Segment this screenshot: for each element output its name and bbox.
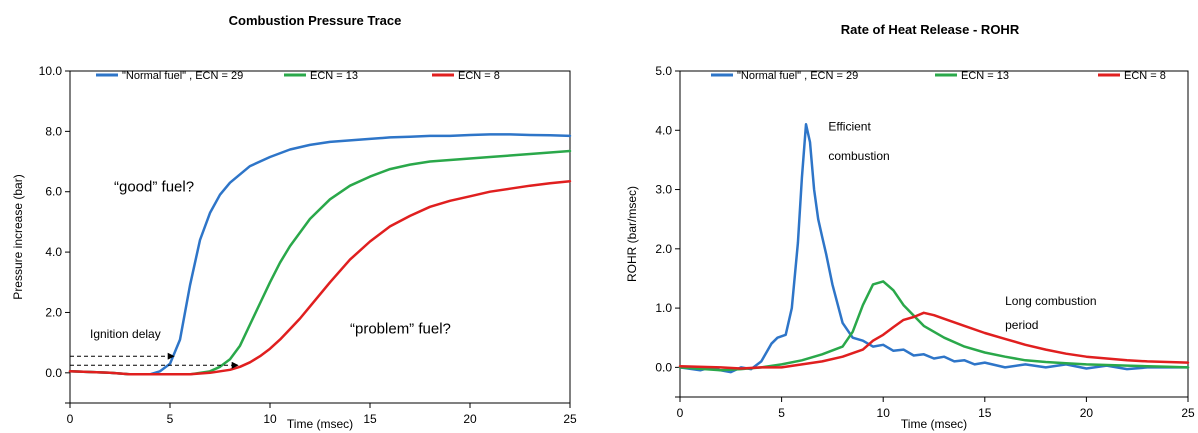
- series-line-1: [678, 123, 1190, 374]
- x-tick-label: 15: [978, 406, 992, 420]
- x-tick-label: 10: [263, 412, 277, 426]
- x-tick-label: 5: [167, 412, 174, 426]
- chart-title: Combustion Pressure Trace: [229, 13, 402, 28]
- legend-label: ECN = 13: [310, 70, 358, 82]
- y-tick-label: 4.0: [655, 123, 672, 137]
- x-axis-label: Time (msec): [901, 417, 967, 431]
- annotation-label: combustion: [828, 149, 889, 163]
- series-line-2: [678, 280, 1190, 372]
- legend-label: ECN = 8: [1124, 70, 1166, 82]
- annotation-label: “good” fuel?: [114, 179, 194, 196]
- annotation-label: Ignition delay: [90, 327, 161, 341]
- y-tick-label: 8.0: [45, 124, 62, 138]
- y-tick-label: 10.0: [39, 64, 63, 78]
- legend-label: "Normal fuel" , ECN = 29: [122, 70, 243, 82]
- x-tick-label: 0: [67, 412, 74, 426]
- rohr-chart: Rate of Heat Release - ROHR 0 5 10 15 20 25 0.0…: [625, 22, 1195, 431]
- series-line-3: [678, 311, 1190, 370]
- x-tick-label: 15: [363, 412, 377, 426]
- y-tick-label: 1.0: [655, 301, 672, 315]
- legend-label: "Normal fuel" , ECN = 29: [737, 70, 858, 82]
- y-axis-label: Pressure increase (bar): [11, 174, 25, 299]
- chart-title: Rate of Heat Release - ROHR: [841, 22, 1020, 37]
- annotation-label: period: [1005, 318, 1038, 332]
- plot-area: [69, 70, 571, 404]
- series-line-3: [68, 179, 572, 376]
- x-tick-label: 25: [1181, 406, 1195, 420]
- y-tick-label: 5.0: [655, 64, 672, 78]
- y-tick-label: 3.0: [655, 183, 672, 197]
- pressure-trace-chart: Combustion Pressure Trace 0 5 10 15 20 25 0.0 2.…: [11, 13, 577, 431]
- series-line-1: [68, 133, 572, 376]
- x-tick-label: 25: [563, 412, 577, 426]
- x-tick-label: 20: [463, 412, 477, 426]
- x-axis-label: Time (msec): [287, 417, 353, 431]
- y-tick-label: 4.0: [45, 245, 62, 259]
- x-tick-label: 0: [677, 406, 684, 420]
- y-tick-label: 6.0: [45, 185, 62, 199]
- x-tick-label: 10: [877, 406, 891, 420]
- y-tick-label: 2.0: [655, 242, 672, 256]
- y-axis-label: ROHR (bar/msec): [625, 186, 639, 282]
- x-tick-label: 20: [1080, 406, 1094, 420]
- plot-area: [679, 70, 1189, 398]
- y-tick-label: 0.0: [45, 366, 62, 380]
- y-tick-label: 2.0: [45, 305, 62, 319]
- legend-label: ECN = 13: [961, 70, 1009, 82]
- legend-label: ECN = 8: [458, 70, 500, 82]
- x-tick-label: 5: [778, 406, 785, 420]
- y-tick-label: 0.0: [655, 360, 672, 374]
- annotation-label: “problem” fuel?: [350, 321, 451, 338]
- annotation-label: Efficient: [828, 119, 871, 133]
- annotation-label: Long combustion: [1005, 294, 1096, 308]
